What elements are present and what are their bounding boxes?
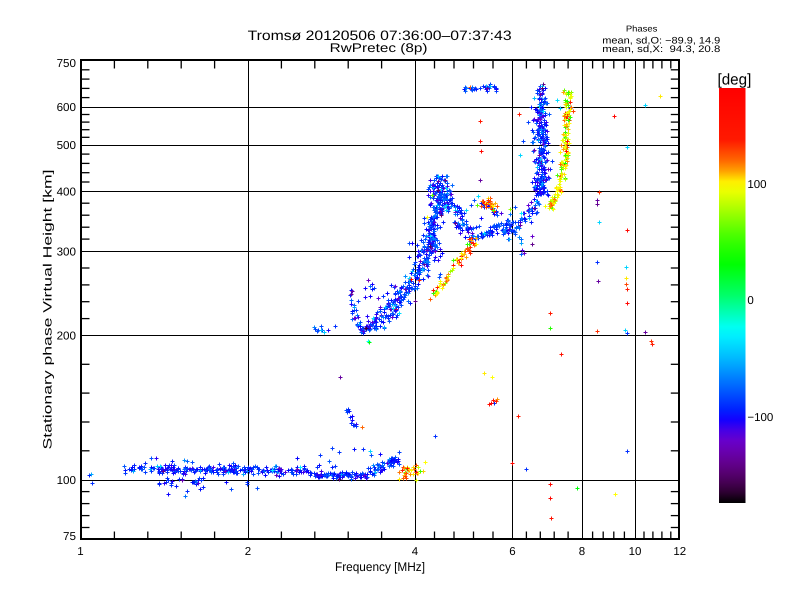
svg-text:2: 2 <box>245 546 251 558</box>
svg-text:Stationary phase Virtual Heigh: Stationary phase Virtual Height [km] <box>41 170 55 450</box>
svg-text:200: 200 <box>57 331 76 343</box>
svg-text:Phases: Phases <box>626 23 658 33</box>
svg-text:RwPretec (8p): RwPretec (8p) <box>330 41 428 55</box>
svg-text:[deg]: [deg] <box>718 72 752 89</box>
svg-text:Frequency [MHz]: Frequency [MHz] <box>335 560 425 574</box>
svg-text:600: 600 <box>57 102 76 114</box>
svg-text:mean, sd,X: 94.3, 20.8: mean, sd,X: 94.3, 20.8 <box>602 44 720 55</box>
svg-text:100: 100 <box>747 179 766 191</box>
svg-text:400: 400 <box>57 187 76 199</box>
svg-text:300: 300 <box>57 246 76 258</box>
svg-text:10: 10 <box>629 546 642 558</box>
svg-text:6: 6 <box>509 546 515 558</box>
svg-text:8: 8 <box>579 546 585 558</box>
svg-text:75: 75 <box>63 531 76 543</box>
svg-text:1: 1 <box>77 546 83 558</box>
svg-text:mean, sd,O: −89.9, 14.9: mean, sd,O: −89.9, 14.9 <box>602 35 720 46</box>
svg-text:−100: −100 <box>747 412 773 424</box>
svg-text:500: 500 <box>57 140 76 152</box>
svg-text:Tromsø 20120506 07:36:00–07:37: Tromsø 20120506 07:36:00–07:37:43 <box>248 28 512 43</box>
svg-text:750: 750 <box>57 58 76 70</box>
svg-text:100: 100 <box>57 475 76 487</box>
svg-text:0: 0 <box>747 295 753 307</box>
svg-text:12: 12 <box>673 546 686 558</box>
svg-text:4: 4 <box>412 546 419 558</box>
